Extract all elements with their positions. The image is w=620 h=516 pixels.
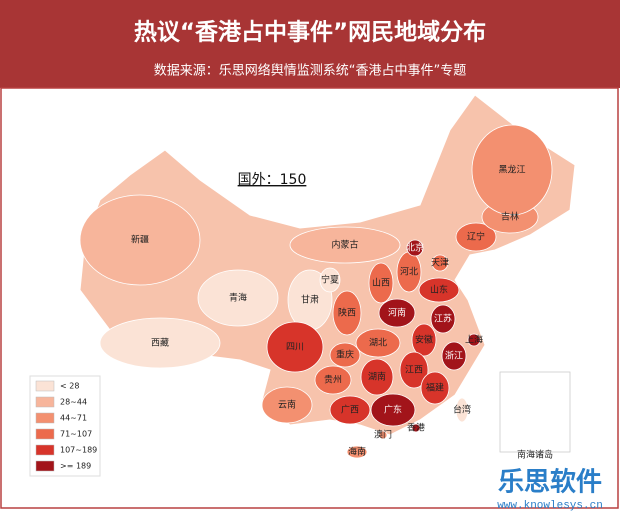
province-label: 山西	[372, 278, 390, 289]
legend-swatch	[35, 396, 55, 408]
province-label: 安徽	[415, 334, 433, 346]
province-region	[329, 395, 371, 425]
province-region	[378, 298, 416, 328]
south-sea-inset	[499, 371, 571, 453]
province-label: 浙江	[445, 350, 463, 362]
province-region	[399, 351, 429, 389]
province-label: 福建	[426, 382, 444, 394]
province-region	[368, 262, 394, 304]
province-region	[319, 267, 341, 293]
province-region	[79, 194, 201, 286]
province-label: 海南	[348, 446, 366, 458]
province-region	[455, 222, 497, 252]
province-label: 河北	[400, 266, 418, 278]
legend-label: 44~71	[60, 414, 87, 423]
province-region	[411, 323, 437, 357]
legend-swatch	[35, 412, 55, 424]
province-label: 西藏	[151, 337, 169, 349]
province-label: 四川	[286, 343, 304, 353]
legend-swatch	[35, 428, 55, 440]
subtitle: 数据来源：乐思网络舆情监测系统“香港占中事件”专题	[154, 63, 466, 79]
province-region	[261, 386, 313, 424]
province-label: 上海	[465, 334, 483, 346]
province-label: 澳门	[374, 429, 392, 441]
legend-label: 107~189	[60, 446, 97, 455]
province-label: 重庆	[336, 349, 354, 361]
province-label: 香港	[407, 422, 425, 434]
province-region	[406, 239, 424, 257]
province-region	[314, 365, 352, 395]
province-label: 天津	[431, 258, 449, 269]
province-label: 山东	[430, 284, 448, 296]
province-label: 陕西	[338, 307, 356, 319]
province-label: 湖北	[369, 338, 387, 349]
province-label: 黑龙江	[498, 164, 525, 176]
legend-label: >= 189	[60, 462, 91, 471]
header-banner	[0, 0, 620, 88]
watermark-brand: 乐思软件	[498, 468, 602, 498]
province-label: 贵州	[324, 374, 342, 386]
province-label: 北京	[406, 242, 424, 254]
province-region	[360, 358, 394, 396]
watermark-url: www.knowlesys.cn	[497, 500, 603, 512]
province-label: 河南	[388, 307, 406, 319]
province-region	[289, 226, 401, 264]
legend-label: < 28	[60, 382, 79, 391]
province-label: 湖南	[368, 371, 386, 383]
legend-label: 71~107	[60, 430, 92, 439]
province-region	[455, 397, 469, 423]
province-region	[197, 269, 279, 327]
province-region	[378, 430, 388, 440]
legend-box	[29, 375, 101, 477]
province-region	[441, 341, 467, 371]
province-region	[431, 254, 449, 272]
province-region	[266, 321, 324, 373]
province-label: 台湾	[453, 404, 471, 416]
province-label: 广西	[341, 404, 359, 416]
province-label: 南海诸岛	[517, 449, 553, 461]
province-label: 江苏	[434, 313, 452, 325]
province-label: 新疆	[131, 234, 149, 246]
legend-label: 28~44	[60, 398, 87, 407]
province-label: 广东	[384, 404, 402, 416]
province-region	[418, 277, 460, 303]
annotation: 国外：150	[238, 172, 307, 188]
province-label: 宁夏	[321, 274, 339, 286]
province-label: 青海	[229, 292, 247, 304]
province-region	[467, 333, 481, 347]
legend-swatch	[35, 380, 55, 392]
province-label: 云南	[278, 399, 296, 411]
province-region	[329, 342, 361, 368]
legend-swatch	[35, 460, 55, 472]
province-region	[99, 317, 221, 369]
province-region	[411, 423, 421, 433]
province-label: 内蒙古	[331, 239, 358, 251]
province-region	[420, 371, 450, 405]
province-label: 吉林	[501, 211, 519, 223]
province-label: 江西	[405, 365, 423, 376]
title: 热议“香港占中事件”网民地域分布	[134, 19, 486, 46]
province-region	[332, 290, 362, 336]
legend-swatch	[35, 444, 55, 456]
province-region	[355, 328, 401, 358]
province-region	[346, 445, 368, 459]
province-region	[471, 124, 553, 216]
province-label: 甘肃	[301, 294, 319, 306]
province-region	[370, 393, 416, 427]
province-region	[430, 304, 456, 334]
province-label: 辽宁	[467, 231, 485, 243]
